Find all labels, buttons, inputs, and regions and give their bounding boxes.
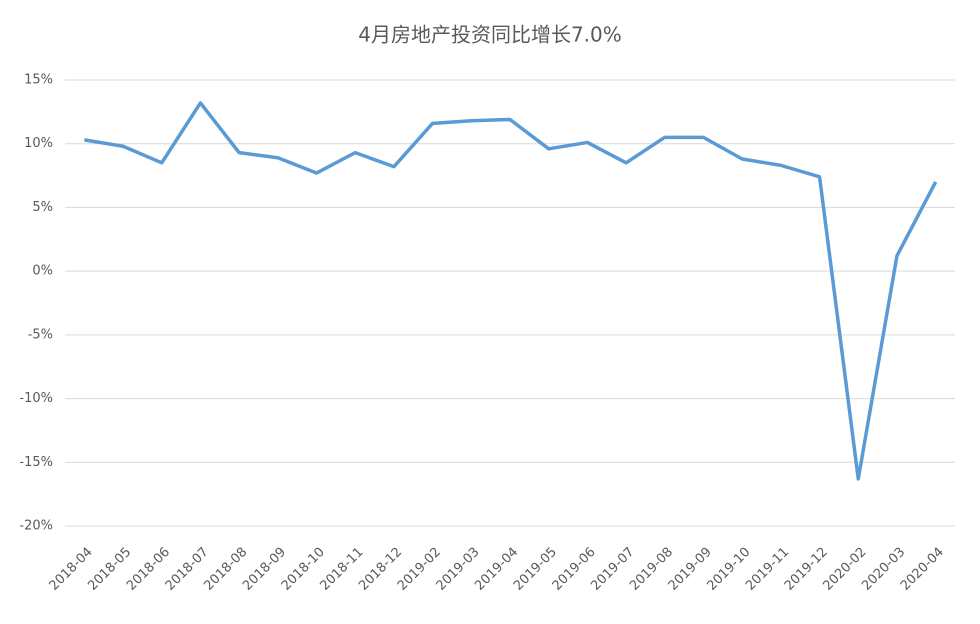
y-tick-label: -15% [19, 455, 53, 470]
line-series [84, 101, 938, 481]
y-tick-label: -10% [19, 391, 53, 406]
y-tick-label: -5% [28, 327, 53, 342]
y-tick-label: 0% [32, 264, 53, 279]
y-tick-label: 15% [24, 73, 53, 88]
y-tick-label: 10% [24, 136, 53, 151]
x-tick-label: 2020-04 [898, 545, 947, 594]
y-tick-label: 5% [32, 200, 53, 215]
chart-title: 4月房地产投资同比增长7.0% [358, 23, 622, 47]
y-tick-label: -20% [19, 519, 53, 534]
